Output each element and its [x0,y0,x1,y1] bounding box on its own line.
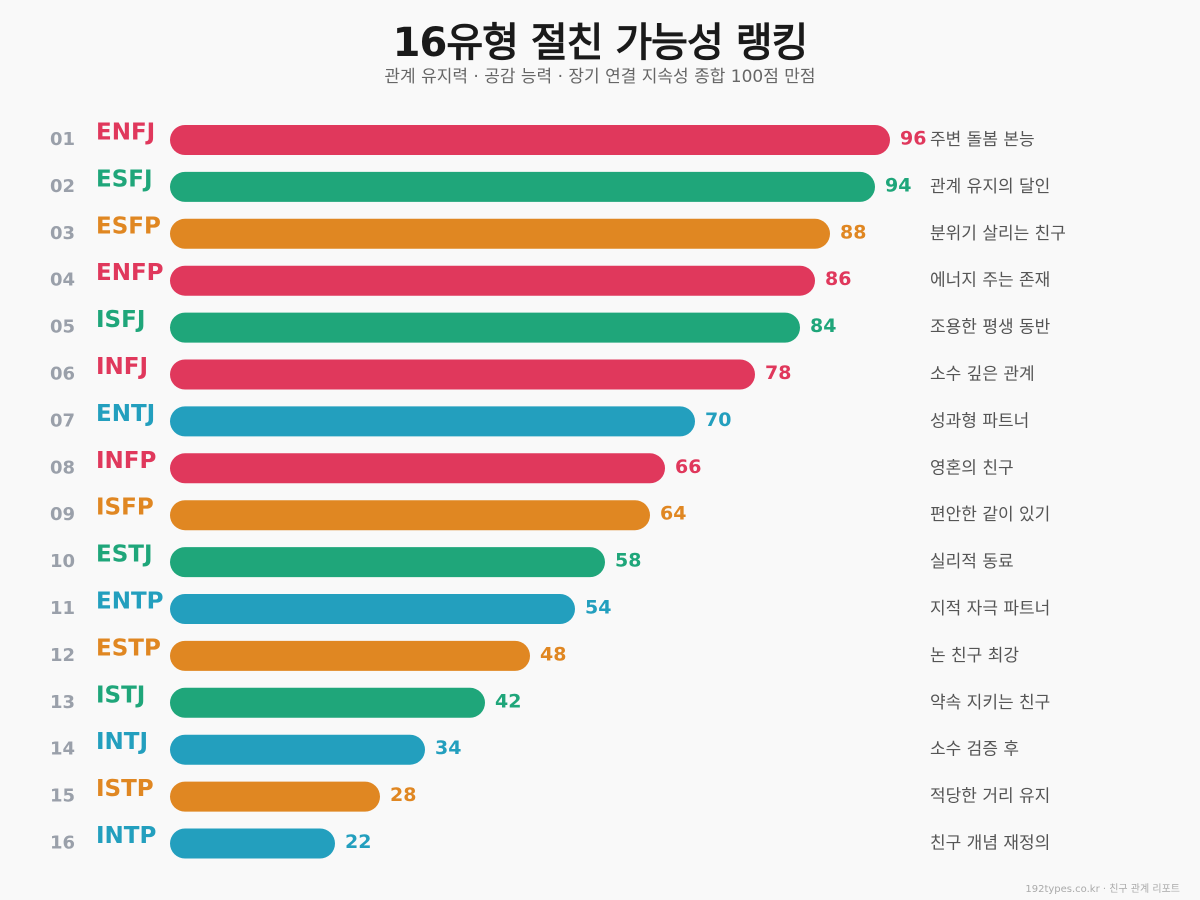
description-label: 약속 지키는 친구 [930,693,1050,713]
description-label: 주변 돌봄 본능 [930,130,1035,150]
bar [170,171,875,202]
type-label: ENTP [96,589,164,615]
description-label: 지적 자극 파트너 [930,599,1050,619]
rank-label: 03 [50,223,75,244]
bar [170,312,800,343]
bar [170,828,335,859]
bar [170,781,380,812]
bar [170,640,530,671]
value-label: 34 [435,737,461,759]
chart-title: 16유형 절친 가능성 랭킹 [392,20,809,66]
value-label: 54 [585,597,611,619]
bar [170,547,605,578]
type-label: ENFP [96,260,164,286]
value-label: 96 [900,128,926,150]
rank-label: 16 [50,833,75,854]
bar [170,500,650,531]
bar [170,734,425,765]
description-label: 친구 개념 재정의 [930,834,1050,854]
value-label: 64 [660,503,686,525]
rank-label: 04 [50,270,75,291]
rank-label: 07 [50,410,75,431]
type-label: INTJ [96,729,148,755]
bar [170,359,755,390]
value-label: 22 [345,831,371,853]
rank-label: 13 [50,692,75,713]
value-label: 70 [705,409,731,431]
description-label: 실리적 동료 [930,552,1014,572]
type-label: ESFJ [96,166,153,192]
bar [170,125,890,155]
value-label: 28 [390,784,416,806]
type-label: ISFP [96,495,154,521]
rank-label: 11 [50,598,75,619]
description-label: 편안한 같이 있기 [930,505,1050,525]
type-label: INFJ [96,354,148,380]
description-label: 에너지 주는 존재 [930,271,1050,291]
description-label: 소수 검증 후 [930,740,1019,760]
type-label: ENFJ [96,120,155,146]
rank-label: 12 [50,645,75,666]
value-label: 58 [615,550,641,572]
type-label: ISFJ [96,307,145,333]
description-label: 조용한 평생 동반 [930,318,1051,338]
value-label: 48 [540,643,566,665]
description-label: 영혼의 친구 [930,458,1014,478]
bar [170,453,665,484]
value-label: 84 [810,315,836,337]
footer-credit: 192types.co.kr · 친구 관계 리포트 [1025,884,1180,895]
bar [170,406,695,437]
description-label: 분위기 살리는 친구 [930,224,1066,244]
type-label: ESTP [96,635,161,661]
value-label: 78 [765,362,791,384]
type-label: ENTJ [96,401,155,427]
description-label: 소수 깊은 관계 [930,365,1035,385]
description-label: 성과형 파트너 [930,411,1029,431]
type-label: ISTP [96,776,154,802]
type-label: INTP [96,823,156,849]
rank-label: 06 [50,364,75,385]
type-label: ESFP [96,213,161,239]
value-label: 94 [885,174,911,196]
type-label: ESTJ [96,542,153,568]
type-label: ISTJ [96,682,145,708]
rank-label: 02 [50,176,75,197]
rank-label: 05 [50,317,75,338]
bar [170,594,575,624]
chart-subtitle: 관계 유지력 · 공감 능력 · 장기 연결 지속성 종합 100점 만점 [384,67,816,87]
value-label: 86 [825,268,851,290]
rank-label: 10 [50,551,75,572]
rank-label: 01 [50,129,75,150]
value-label: 66 [675,456,701,478]
description-label: 적당한 거리 유지 [930,787,1050,807]
bar [170,218,830,249]
value-label: 42 [495,690,521,712]
bar [170,265,815,296]
type-label: INFP [96,448,156,474]
rank-label: 09 [50,504,75,525]
value-label: 88 [840,221,866,243]
rank-label: 14 [50,739,75,760]
description-label: 관계 유지의 달인 [930,177,1050,197]
bar [170,687,485,718]
description-label: 논 친구 최강 [930,646,1019,666]
rank-label: 08 [50,457,75,478]
rank-label: 15 [50,786,75,807]
